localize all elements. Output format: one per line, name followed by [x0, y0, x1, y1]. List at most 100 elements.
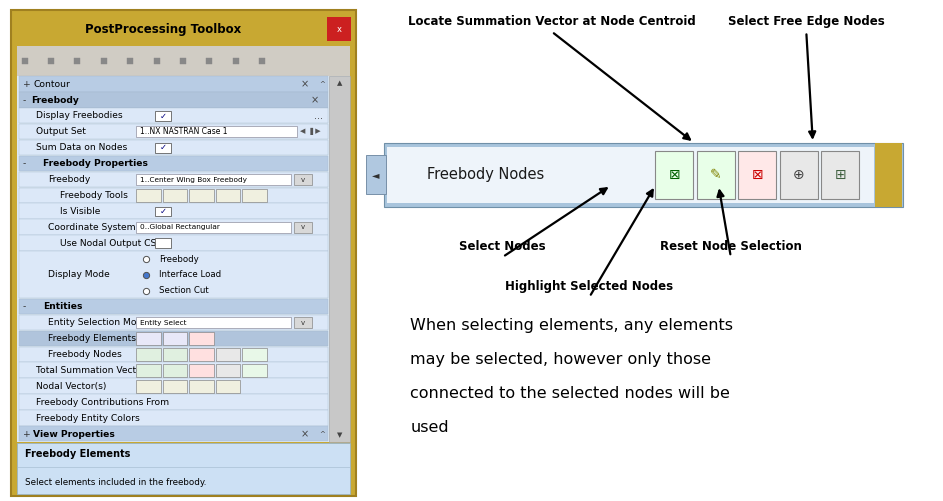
Bar: [216, 189, 240, 202]
Text: View Properties: View Properties: [33, 429, 115, 438]
Bar: [19, 362, 328, 378]
Bar: [242, 364, 267, 377]
Text: Display Freebodies: Display Freebodies: [36, 111, 123, 120]
Bar: [294, 317, 312, 328]
Text: ✓: ✓: [159, 111, 167, 120]
Bar: [19, 172, 328, 187]
Text: ^: ^: [320, 81, 325, 87]
Bar: [190, 380, 214, 393]
Text: connected to the selected nodes will be: connected to the selected nodes will be: [410, 386, 730, 401]
Text: Highlight Selected Nodes: Highlight Selected Nodes: [505, 280, 673, 293]
Bar: [329, 76, 350, 442]
Text: ✓: ✓: [159, 207, 167, 216]
Text: ...: ...: [314, 111, 323, 121]
Text: ◄: ◄: [372, 170, 379, 180]
Text: ◀ ▐ ▶: ◀ ▐ ▶: [300, 128, 321, 135]
Bar: [137, 174, 291, 185]
Bar: [19, 203, 328, 219]
Text: Use Nodal Output CSys: Use Nodal Output CSys: [60, 238, 167, 247]
Bar: [137, 317, 291, 328]
Bar: [19, 108, 328, 123]
Text: used: used: [410, 420, 449, 435]
Text: Coordinate System: Coordinate System: [48, 223, 136, 232]
Bar: [294, 174, 312, 185]
Text: Select Free Edge Nodes: Select Free Edge Nodes: [728, 15, 885, 28]
Bar: [19, 235, 328, 250]
Text: Freebody: Freebody: [48, 175, 91, 184]
Text: -: -: [23, 159, 28, 168]
Bar: [155, 111, 172, 121]
Text: may be selected, however only those: may be selected, however only those: [410, 352, 711, 367]
Bar: [294, 222, 312, 233]
Bar: [163, 348, 188, 361]
Text: v: v: [301, 320, 305, 326]
Bar: [780, 151, 818, 199]
Text: Nodal Vector(s): Nodal Vector(s): [36, 382, 107, 391]
Bar: [11, 10, 356, 496]
Text: ⊠: ⊠: [752, 168, 763, 182]
Text: ×: ×: [301, 79, 309, 89]
Bar: [163, 364, 188, 377]
Bar: [190, 364, 214, 377]
Bar: [19, 331, 328, 346]
Text: Entities: Entities: [43, 302, 83, 311]
Bar: [155, 143, 172, 152]
Bar: [655, 151, 693, 199]
Bar: [19, 315, 328, 330]
Bar: [190, 348, 214, 361]
Text: Output Set: Output Set: [36, 127, 86, 136]
Bar: [163, 380, 188, 393]
Bar: [17, 443, 350, 494]
Text: 1..NX NASTRAN Case 1: 1..NX NASTRAN Case 1: [141, 127, 227, 136]
Text: Freebody Nodes: Freebody Nodes: [427, 167, 544, 182]
Text: ✎: ✎: [710, 168, 721, 182]
Text: ×: ×: [310, 95, 319, 105]
Bar: [19, 347, 328, 362]
Bar: [137, 189, 161, 202]
Text: Freebody Properties: Freebody Properties: [43, 159, 148, 168]
Text: ▼: ▼: [337, 432, 342, 438]
Text: ⊠: ⊠: [669, 168, 680, 182]
Bar: [387, 147, 874, 203]
Bar: [19, 187, 328, 203]
Text: Sum Data on Nodes: Sum Data on Nodes: [36, 143, 127, 152]
Bar: [19, 92, 328, 108]
Bar: [738, 151, 776, 199]
Text: +: +: [23, 80, 33, 89]
Bar: [137, 348, 161, 361]
Text: Freebody Tools: Freebody Tools: [60, 191, 128, 200]
Text: -: -: [23, 96, 28, 105]
Text: v: v: [301, 176, 305, 182]
Text: ×: ×: [301, 429, 309, 439]
Text: Freebody Elements: Freebody Elements: [48, 334, 136, 343]
Bar: [163, 189, 188, 202]
Text: ⊕: ⊕: [793, 168, 804, 182]
Text: +: +: [23, 429, 33, 438]
Bar: [19, 378, 328, 394]
Text: Section Cut: Section Cut: [159, 287, 208, 296]
Bar: [216, 348, 240, 361]
Bar: [19, 156, 328, 171]
Text: Display Mode: Display Mode: [48, 271, 109, 280]
Text: 0..Global Rectangular: 0..Global Rectangular: [141, 224, 220, 230]
Bar: [137, 332, 161, 345]
Text: ▲: ▲: [337, 80, 342, 86]
Text: Interface Load: Interface Load: [159, 271, 222, 280]
Text: Freebody: Freebody: [31, 96, 79, 105]
Bar: [242, 189, 267, 202]
Text: Freebody Elements: Freebody Elements: [25, 449, 130, 459]
Bar: [697, 151, 735, 199]
Text: Freebody: Freebody: [159, 255, 199, 264]
Bar: [137, 380, 161, 393]
Text: Contour: Contour: [33, 80, 70, 89]
Bar: [137, 126, 297, 137]
Bar: [155, 238, 172, 248]
Bar: [19, 394, 328, 410]
Bar: [19, 299, 328, 314]
Text: Reset Node Selection: Reset Node Selection: [660, 240, 802, 253]
Bar: [327, 17, 351, 42]
Bar: [216, 380, 240, 393]
Bar: [821, 151, 859, 199]
Bar: [155, 206, 172, 216]
Bar: [19, 140, 328, 155]
